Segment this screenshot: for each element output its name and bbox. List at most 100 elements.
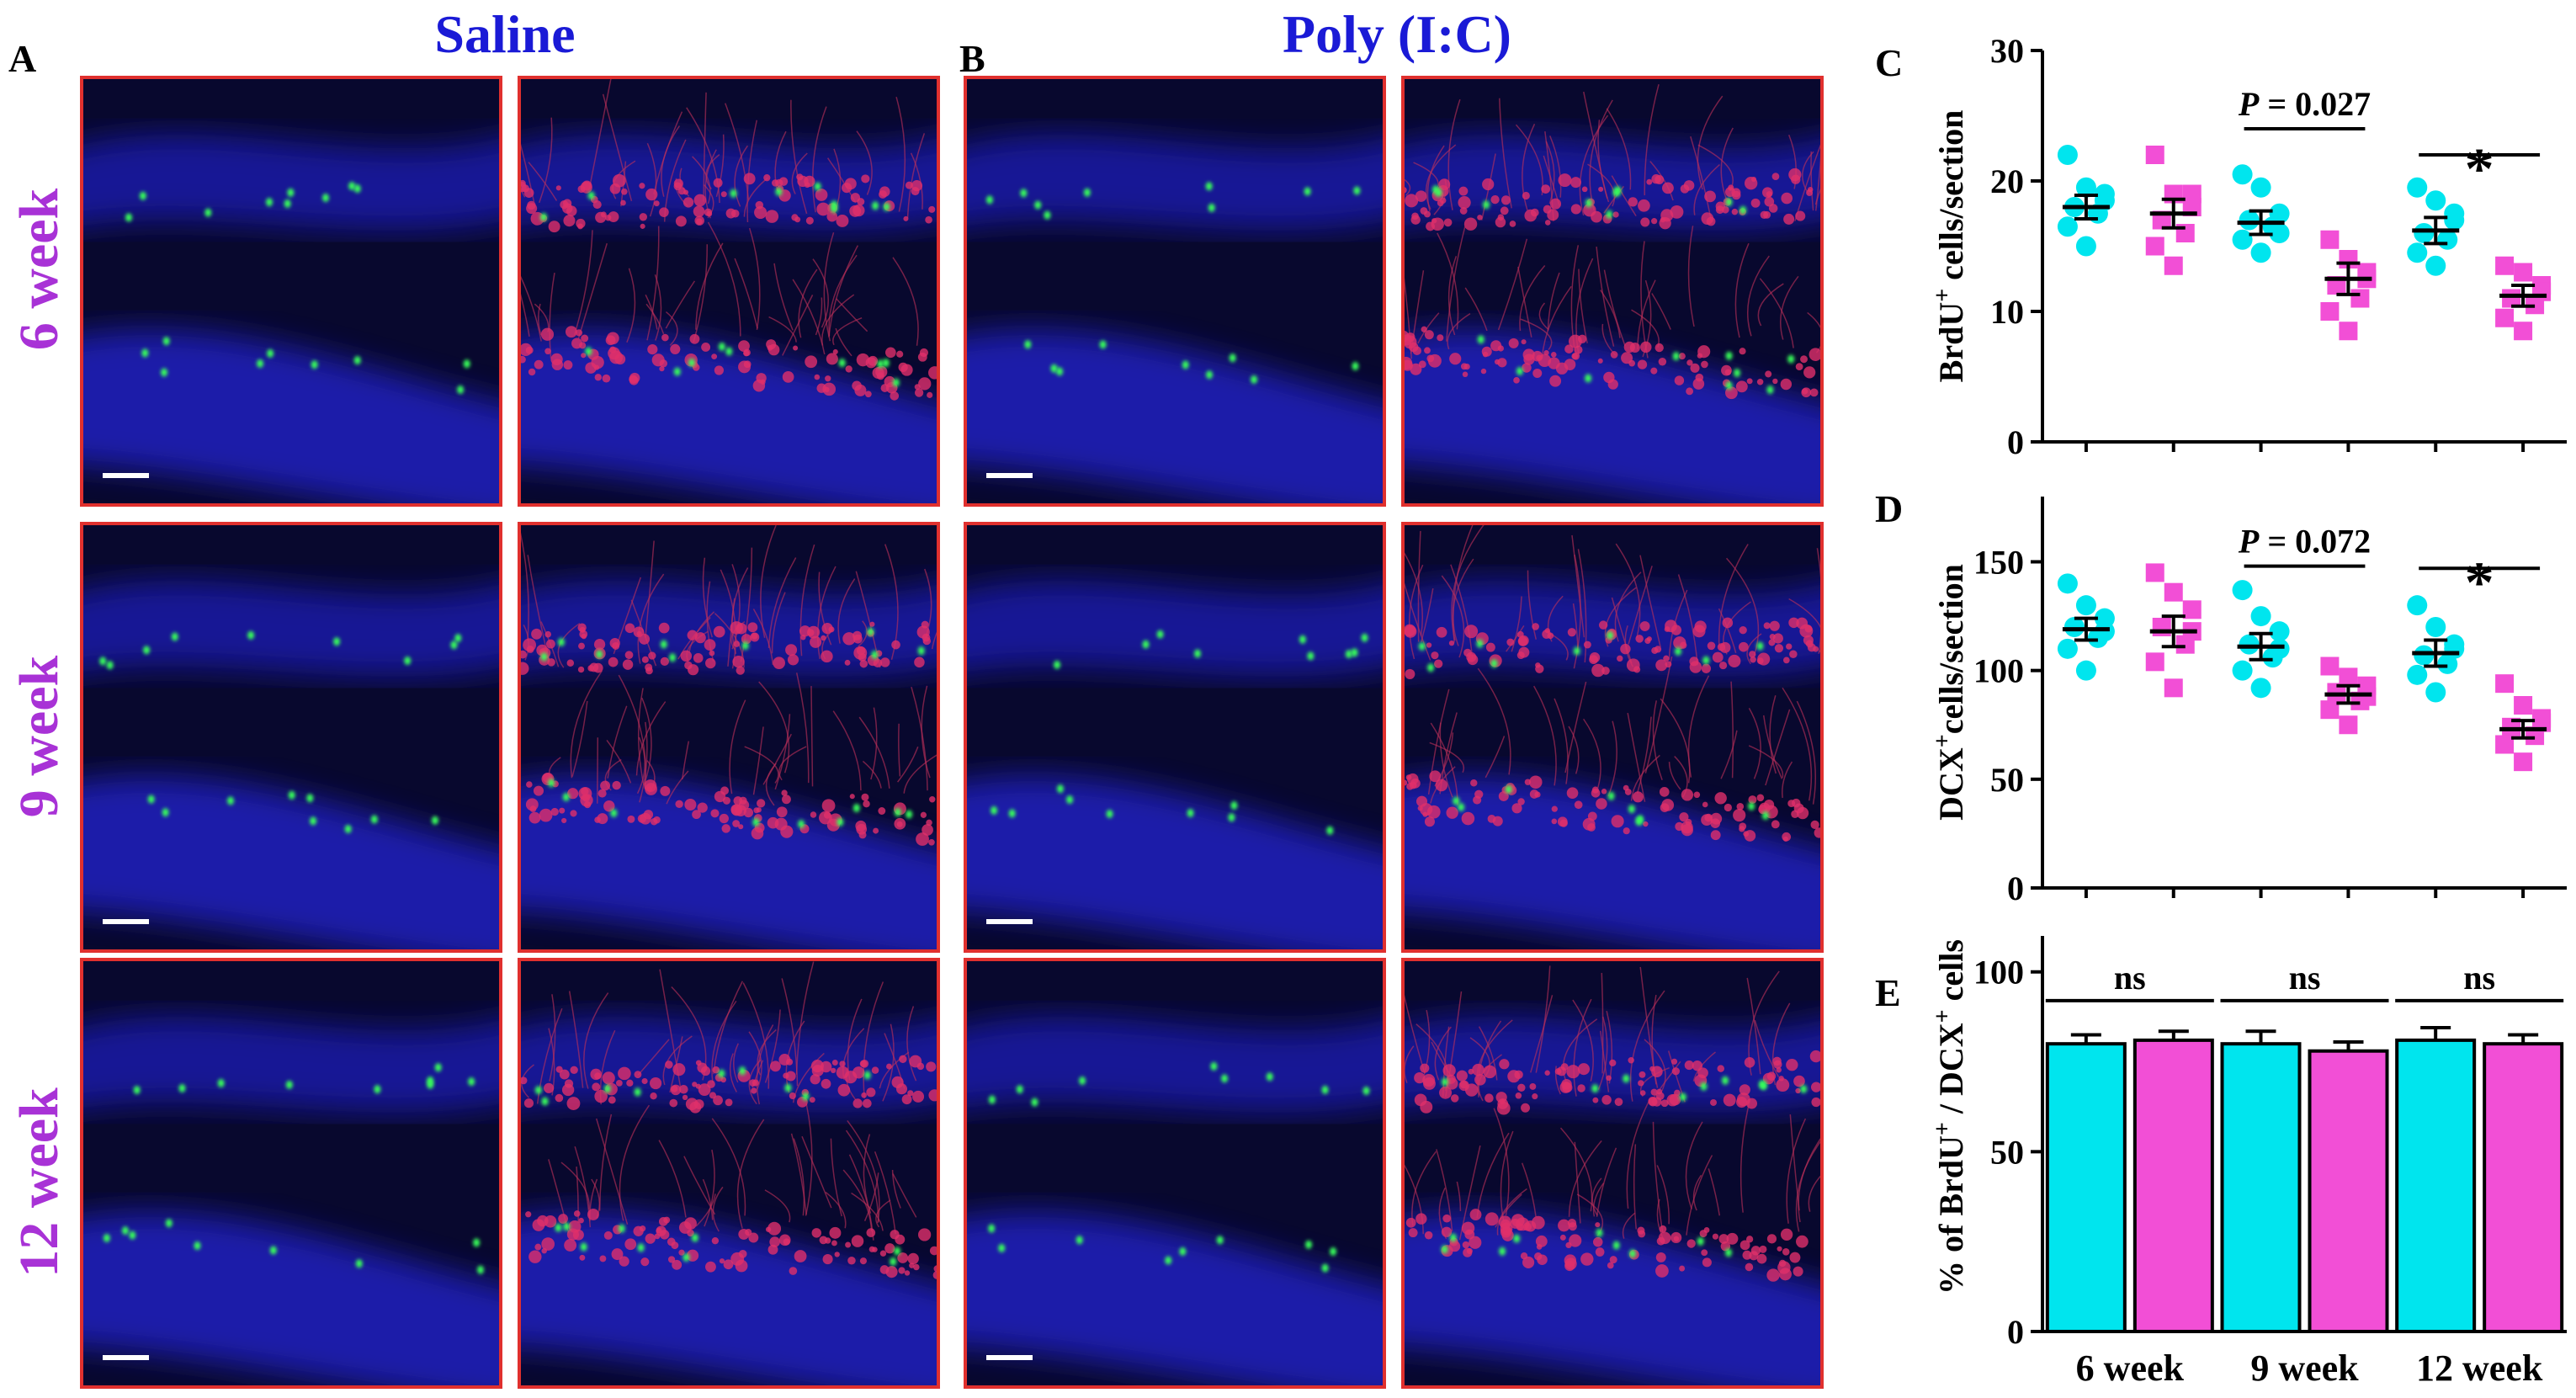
micrograph-panel xyxy=(518,76,940,507)
data-point-polyic xyxy=(2495,674,2515,694)
panel-border xyxy=(518,76,940,507)
y-tick-label: 0 xyxy=(2007,423,2024,461)
data-point-polyic xyxy=(2327,683,2346,702)
data-point-saline xyxy=(2425,190,2446,211)
data-point-polyic xyxy=(2514,752,2533,772)
column-title-saline: Saline xyxy=(434,4,575,64)
micrograph-panel xyxy=(964,522,1386,953)
row-label-6-week: 6 week xyxy=(8,188,70,350)
panel-letter-d: D xyxy=(1875,487,1903,530)
data-point-polyic xyxy=(2495,308,2515,327)
panel-border xyxy=(80,76,502,507)
data-point-saline xyxy=(2425,617,2446,637)
y-tick-label: 150 xyxy=(1973,544,2024,582)
data-point-saline xyxy=(2232,580,2253,601)
data-point-polyic xyxy=(2320,656,2340,676)
row-label-12-week: 12 week xyxy=(8,1087,70,1278)
panel-letter-c: C xyxy=(1875,41,1903,84)
data-point-polyic xyxy=(2164,678,2183,698)
data-point-saline xyxy=(2250,177,2271,198)
data-point-saline xyxy=(2232,229,2253,250)
data-point-saline xyxy=(2094,621,2115,642)
panel-border xyxy=(964,958,1386,1389)
x-tick-label: 6 week xyxy=(2076,1348,2185,1389)
data-point-saline xyxy=(2407,595,2428,616)
y-axis-label: BrdU+ cells/section xyxy=(1930,110,1971,383)
y-axis-label: % of BrdU+ / DCX+ cells xyxy=(1930,939,1971,1294)
bar-saline xyxy=(2395,1038,2477,1333)
data-point-saline xyxy=(2239,210,2260,231)
y-tick-label: 10 xyxy=(1990,293,2024,331)
data-point-saline xyxy=(2425,255,2446,276)
micrograph-panel xyxy=(518,958,940,1389)
y-tick-label: 0 xyxy=(2007,1313,2024,1351)
data-point-polyic xyxy=(2502,717,2521,736)
scale-bar xyxy=(103,1355,149,1360)
data-point-polyic xyxy=(2350,289,2370,308)
data-point-saline xyxy=(2232,660,2253,681)
data-point-saline xyxy=(2094,183,2115,205)
data-point-polyic xyxy=(2182,600,2202,619)
data-point-saline xyxy=(2239,634,2260,655)
data-point-saline xyxy=(2269,621,2290,642)
data-point-saline xyxy=(2269,223,2290,243)
x-tick-label: 9 week xyxy=(2250,1348,2359,1389)
bar-polyic xyxy=(2308,1049,2389,1334)
data-point-saline xyxy=(2075,660,2096,681)
panel-border xyxy=(518,958,940,1389)
ns-label: ns xyxy=(2463,959,2495,997)
chart-brdu: 0 10 20 30 P = 0.027 * BrdU+ cells/section xyxy=(1930,32,2567,461)
bar-saline xyxy=(2045,1042,2127,1333)
data-point-saline xyxy=(2407,177,2428,198)
data-point-polyic xyxy=(2145,563,2164,582)
chart-dcx: 0 50 100 150 P = 0.072 * DCX+cells/section xyxy=(1930,497,2567,907)
data-point-polyic xyxy=(2320,700,2340,720)
micrograph-panel xyxy=(964,958,1386,1389)
data-point-polyic xyxy=(2532,282,2552,301)
micrograph-panel xyxy=(1401,958,1824,1389)
data-point-saline xyxy=(2075,236,2096,257)
data-point-polyic xyxy=(2514,696,2533,715)
data-point-polyic xyxy=(2339,715,2358,735)
bar-polyic xyxy=(2483,1042,2564,1333)
y-axis-label: DCX+cells/section xyxy=(1930,564,1971,821)
data-point-saline xyxy=(2250,678,2271,699)
panel-border xyxy=(518,522,940,953)
data-point-saline xyxy=(2407,242,2428,263)
panel-letter-b: B xyxy=(959,37,985,80)
data-point-saline xyxy=(2075,177,2096,198)
data-point-polyic xyxy=(2145,237,2164,256)
data-point-polyic xyxy=(2164,582,2183,602)
data-point-saline xyxy=(2075,595,2096,616)
data-point-polyic xyxy=(2495,256,2515,275)
data-point-polyic xyxy=(2320,302,2340,321)
micrograph-panel xyxy=(80,522,502,953)
data-point-polyic xyxy=(2152,618,2171,636)
data-point-saline xyxy=(2232,164,2253,185)
panel-border xyxy=(80,522,502,953)
y-tick-label: 0 xyxy=(2007,869,2024,907)
micrograph-panel xyxy=(80,958,502,1389)
scale-bar xyxy=(986,1355,1033,1360)
micrograph-panel xyxy=(518,522,940,953)
data-point-saline xyxy=(2057,638,2078,659)
p-value-label: P = 0.072 xyxy=(2238,523,2371,561)
scale-bar xyxy=(103,473,149,478)
y-tick-label: 50 xyxy=(1990,1133,2024,1171)
panel-border xyxy=(964,76,1386,507)
x-tick-label: 12 week xyxy=(2416,1348,2543,1389)
data-point-saline xyxy=(2414,223,2435,243)
ns-label: ns xyxy=(2289,959,2321,997)
data-point-polyic xyxy=(2145,146,2164,164)
data-point-saline xyxy=(2437,653,2458,674)
panel-letter-e: E xyxy=(1875,971,1901,1014)
significance-star: * xyxy=(2465,137,2494,202)
p-value-label: P = 0.027 xyxy=(2238,85,2371,123)
data-point-saline xyxy=(2407,664,2428,685)
panel-letter-a: A xyxy=(8,37,36,80)
data-point-polyic xyxy=(2320,230,2340,249)
row-label-9-week: 9 week xyxy=(8,655,70,817)
y-tick-label: 30 xyxy=(1990,32,2024,70)
data-point-polyic xyxy=(2145,652,2164,672)
data-point-saline xyxy=(2444,210,2465,231)
